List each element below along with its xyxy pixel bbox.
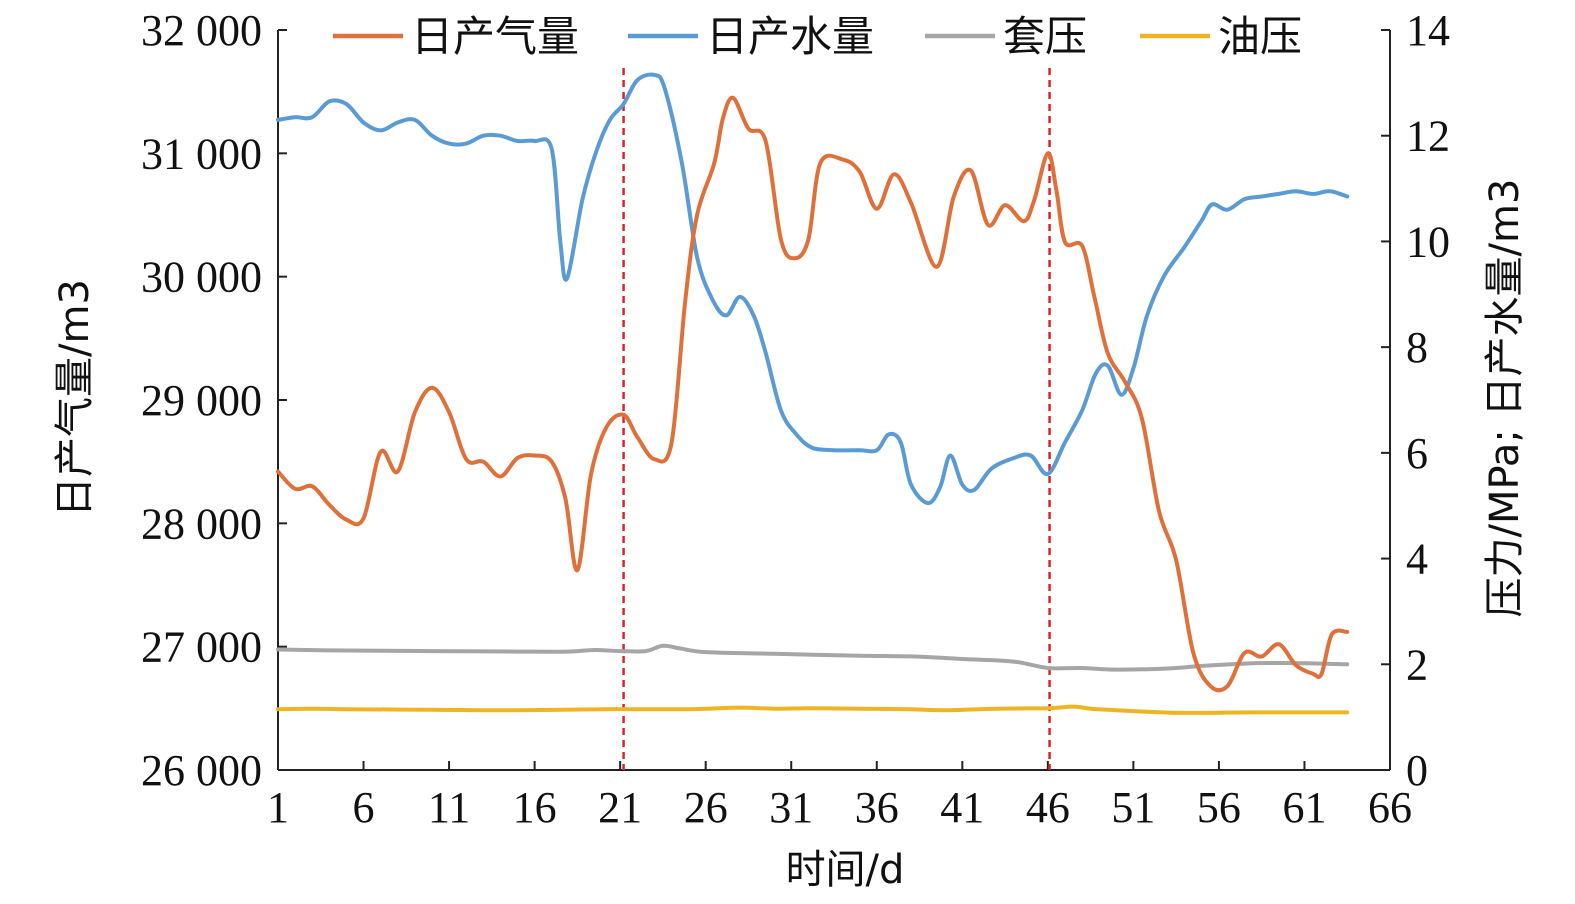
- legend-label: 油压: [1218, 12, 1302, 61]
- series-line-4: [276, 704, 1350, 715]
- left-y-tick-label: 30 000: [141, 253, 262, 302]
- right-y-tick-label: 12: [1406, 112, 1450, 161]
- reference-lines: [622, 68, 1051, 770]
- left-axis-title: 日产气量/m3: [52, 279, 98, 517]
- right-y-tick-label: 4: [1406, 535, 1428, 584]
- x-tick-label: 61: [1282, 783, 1326, 832]
- legend-label: 日产水量: [706, 12, 874, 61]
- series-lines: [276, 72, 1350, 715]
- legend: 日产气量 日产水量 套压 油压: [333, 12, 1302, 61]
- right-y-tick-label: 6: [1406, 429, 1428, 478]
- left-y-tick-label: 29 000: [141, 376, 262, 425]
- right-y-tick-label: 2: [1406, 640, 1428, 689]
- x-tick-label: 56: [1197, 783, 1241, 832]
- x-tick-label: 16: [513, 783, 557, 832]
- x-tick-label: 41: [940, 783, 984, 832]
- legend-label: 日产气量: [411, 12, 579, 61]
- x-tick-label: 66: [1368, 783, 1412, 832]
- left-y-tick-label: 28 000: [141, 499, 262, 548]
- right-y-tick-label: 8: [1406, 323, 1428, 372]
- axes: [277, 29, 1391, 771]
- axis-titles: 时间/d 日产气量/m3 压力/MPa; 日产水量/m3: [52, 179, 1528, 893]
- right-axis-title: 压力/MPa; 日产水量/m3: [1482, 179, 1528, 618]
- x-axis-title: 时间/d: [786, 847, 905, 893]
- left-y-tick-label: 32 000: [141, 6, 262, 55]
- x-tick-label: 46: [1026, 783, 1070, 832]
- x-tick-label: 31: [769, 783, 813, 832]
- x-tick-label: 21: [598, 783, 642, 832]
- right-y-tick-label: 10: [1406, 217, 1450, 266]
- x-tick-label: 36: [855, 783, 899, 832]
- x-tick-label: 51: [1111, 783, 1155, 832]
- x-tick-label: 6: [353, 783, 375, 832]
- right-y-tick-label: 14: [1406, 6, 1450, 55]
- x-tick-label: 1: [267, 783, 289, 832]
- legend-label: 套压: [1003, 12, 1087, 61]
- left-y-tick-label: 27 000: [141, 623, 262, 672]
- right-y-tick-label: 0: [1406, 746, 1428, 795]
- x-tick-label: 11: [428, 783, 470, 832]
- series-line-2: [276, 72, 1350, 506]
- left-y-tick-label: 31 000: [141, 129, 262, 178]
- x-tick-label: 26: [684, 783, 728, 832]
- left-y-tick-label: 26 000: [141, 746, 262, 795]
- series-line-3: [276, 643, 1350, 672]
- series-line-1: [276, 95, 1350, 693]
